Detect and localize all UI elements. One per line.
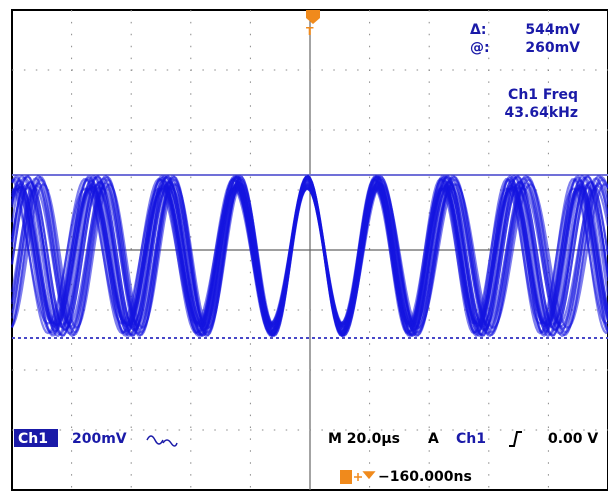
delta-value: 544mV: [525, 22, 580, 38]
delta-label: Δ:: [470, 22, 486, 38]
trigger-marker-t: T: [306, 25, 314, 38]
measurement-value: 43.64kHz: [505, 105, 578, 121]
at-value: 260mV: [525, 40, 580, 56]
trigger-offset: −160.000ns: [378, 469, 472, 485]
measurement-label: Ch1 Freq: [508, 87, 578, 103]
timebase: M 20.0µs: [328, 431, 400, 447]
scope-screen: T Δ: 544mV @: 260mV Ch1 Freq 43.64kHz Ch…: [0, 0, 608, 493]
at-label: @:: [470, 40, 490, 56]
volts-per-div: 200mV: [72, 431, 127, 447]
channel-label: Ch1: [18, 431, 48, 447]
trigger-source: Ch1: [456, 431, 486, 447]
trigger-level: 0.00 V: [548, 431, 598, 447]
trigger-offset-icon: [340, 470, 352, 484]
trigger-mode: A: [428, 431, 439, 447]
